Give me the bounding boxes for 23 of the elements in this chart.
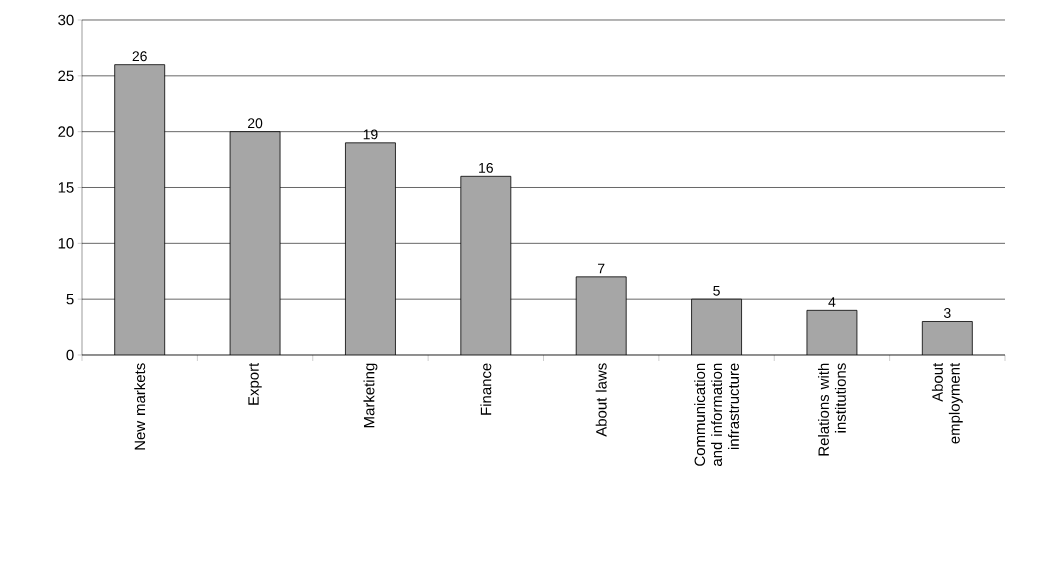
- data-label: 7: [598, 263, 605, 274]
- data-label: 16: [479, 162, 493, 173]
- x-tick-label: Relations with institutions: [817, 363, 846, 456]
- data-label: 19: [363, 129, 378, 140]
- y-tick-label: 30: [58, 14, 74, 26]
- y-tick-label: 20: [58, 126, 74, 137]
- y-tick-label: 5: [66, 293, 74, 305]
- data-label: 26: [132, 51, 147, 62]
- x-tick-label: Finance: [480, 363, 492, 415]
- x-tick-label: Export: [248, 362, 262, 405]
- y-tick-label: 10: [58, 238, 74, 249]
- data-label: 5: [713, 285, 720, 296]
- x-tick-label: About laws: [595, 363, 607, 437]
- data-label: 20: [248, 118, 263, 129]
- x-tick-label: New markets: [134, 363, 146, 450]
- data-label: 4: [828, 297, 836, 307]
- x-tick-label: Marketing: [363, 363, 378, 428]
- x-tick-label: Communication and information infrastructure: [694, 363, 739, 466]
- x-tick-label: About employment: [931, 362, 963, 444]
- data-label: 3: [943, 308, 951, 318]
- y-tick-label: 15: [58, 182, 74, 193]
- y-tick-label: 25: [58, 70, 74, 82]
- y-tick-label: 0: [66, 349, 74, 361]
